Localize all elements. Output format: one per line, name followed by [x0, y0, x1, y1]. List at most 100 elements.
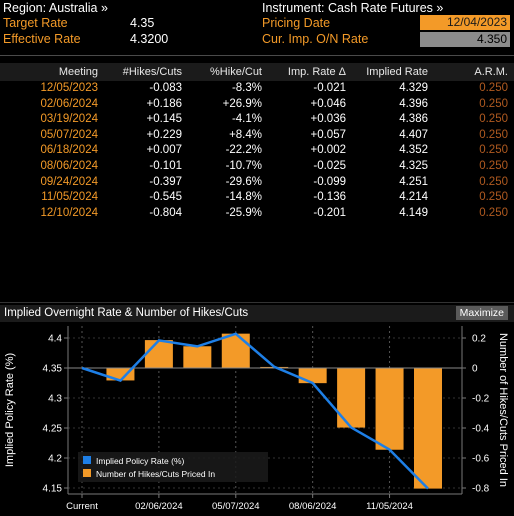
legend-box: [78, 452, 268, 482]
instrument-selector[interactable]: Instrument: Cash Rate Futures »: [262, 1, 444, 15]
meeting-date-cell[interactable]: 06/18/2024: [40, 144, 98, 157]
table-cell: +0.145: [146, 113, 183, 126]
region-selector[interactable]: Region: Australia »: [3, 1, 108, 15]
cur-imp-rate-value[interactable]: 4.350: [420, 32, 510, 47]
table-cell: -0.201: [313, 206, 346, 219]
table-cell: 4.386: [399, 113, 428, 126]
col-arm[interactable]: A.R.M.: [474, 66, 508, 78]
bar: [337, 368, 366, 428]
left-tick-label: 4.4: [48, 334, 62, 345]
meeting-date-cell[interactable]: 12/05/2023: [40, 82, 98, 94]
table-cell: 4.251: [399, 175, 428, 188]
chart-title-bar: [0, 305, 514, 322]
x-tick-label: 08/06/2024: [289, 501, 337, 512]
chart-area: 4.4 4.35 4.3 4.25 4.2 4.15 Implied Policy Rate…: [4, 326, 509, 512]
table-header-bar: [0, 63, 514, 81]
left-tick-label: 4.3: [48, 394, 62, 405]
legend-swatch-bar: [83, 469, 91, 477]
table-cell: +8.4%: [229, 128, 262, 141]
bar: [221, 333, 250, 368]
table-cell: 4.407: [399, 128, 428, 141]
pricing-date-input[interactable]: 12/04/2023: [420, 15, 510, 30]
table-cell: -14.8%: [225, 191, 262, 204]
meeting-date-cell[interactable]: 03/19/2024: [40, 113, 98, 126]
table-cell: 0.250: [479, 191, 508, 204]
bar: [298, 368, 327, 384]
col-implied-rate[interactable]: Implied Rate: [366, 66, 428, 78]
legend-label-bar: Number of Hikes/Cuts Priced In: [96, 469, 215, 479]
target-rate-value: 4.35: [130, 16, 155, 30]
table-cell: -0.021: [313, 82, 346, 94]
effective-rate-value: 4.3200: [130, 32, 169, 46]
table-cell: -0.545: [149, 191, 182, 204]
table-cell: +0.036: [310, 113, 347, 126]
x-tick-label: 02/06/2024: [135, 501, 183, 512]
target-rate-label: Target Rate: [3, 16, 68, 30]
right-tick-label: -0.8: [472, 484, 490, 495]
table-cell: +0.046: [310, 97, 347, 110]
table-cell: +0.002: [310, 144, 347, 157]
left-tick-label: 4.35: [43, 364, 63, 375]
table-cell: -8.3%: [231, 82, 262, 94]
table-cell: -22.2%: [225, 144, 262, 157]
left-tick-label: 4.2: [48, 454, 62, 465]
bar: [183, 346, 212, 368]
table-cell: -0.025: [313, 160, 346, 172]
table-cell: +0.186: [146, 97, 183, 110]
left-tick-label: 4.25: [43, 424, 63, 435]
right-tick-label: -0.6: [472, 454, 490, 465]
table-cell: 4.149: [399, 206, 428, 219]
table-cell: -0.101: [149, 160, 182, 172]
table-cell: 0.250: [479, 113, 508, 126]
table-cell: 0.250: [479, 206, 508, 219]
meeting-date-cell[interactable]: 12/10/2024: [40, 206, 98, 219]
table-cell: +0.007: [146, 144, 183, 157]
col-imp-rate-delta[interactable]: Imp. Rate Δ: [287, 66, 346, 78]
table-cell: -4.1%: [231, 113, 262, 126]
x-tick-label: 11/05/2024: [366, 501, 413, 512]
cur-imp-rate-label: Cur. Imp. O/N Rate: [262, 32, 369, 46]
table-cell: -25.9%: [225, 206, 262, 219]
table-cell: 4.396: [399, 97, 428, 110]
x-tick-label: Current: [66, 501, 98, 512]
chart-legend: Implied Policy Rate (%) Number of Hikes/C…: [78, 452, 268, 482]
maximize-button[interactable]: Maximize: [455, 306, 508, 320]
table-cell: -0.099: [313, 175, 346, 188]
table-cell: 4.352: [399, 144, 428, 157]
meeting-date-cell[interactable]: 02/06/2024: [40, 97, 98, 110]
chart-title: Implied Overnight Rate & Number of Hikes…: [4, 307, 249, 319]
table-cell: 0.250: [479, 82, 508, 94]
col-pct-hike-cut[interactable]: %Hike/Cut: [210, 66, 262, 78]
table-cell: -10.7%: [225, 160, 262, 172]
header-divider: [0, 55, 514, 56]
table-cell: 0.250: [479, 128, 508, 141]
right-axis: 0.2 0 -0.2 -0.4 -0.6 -0.8 Number of Hikes/Cuts…: [461, 326, 509, 495]
x-axis: Current 02/06/2024 05/07/2024 08/06/2024 11/…: [66, 493, 462, 512]
table-cell: 4.214: [399, 191, 428, 204]
meeting-date-cell[interactable]: 05/07/2024: [40, 128, 98, 141]
legend-swatch-line: [83, 456, 91, 464]
col-hikes-cuts[interactable]: #Hikes/Cuts: [122, 66, 182, 78]
meeting-date-cell[interactable]: 08/06/2024: [40, 160, 98, 172]
right-tick-label: -0.4: [472, 424, 490, 435]
table-cell: +26.9%: [222, 97, 262, 110]
table-cell: -0.804: [149, 206, 182, 219]
table-cell: -0.083: [149, 82, 182, 94]
bar-series: [106, 333, 442, 489]
table-cell: -29.6%: [225, 175, 262, 188]
line-series: [81, 332, 429, 490]
left-tick-label: 4.15: [43, 484, 63, 495]
meeting-date-cell[interactable]: 11/05/2024: [41, 191, 98, 204]
left-axis: 4.4 4.35 4.3 4.25 4.2 4.15 Implied Policy Rate…: [4, 326, 69, 495]
col-meeting[interactable]: Meeting: [58, 66, 98, 78]
right-axis-title: Number of Hikes/Cuts Priced In: [497, 333, 509, 487]
table-cell: +0.057: [310, 128, 347, 141]
table-divider: [0, 302, 514, 303]
right-tick-label: 0.2: [472, 334, 486, 345]
meeting-date-cell[interactable]: 09/24/2024: [40, 175, 98, 188]
table-cell: 0.250: [479, 144, 508, 157]
x-tick-label: 05/07/2024: [212, 501, 260, 512]
table-cell: 4.325: [399, 160, 428, 172]
effective-rate-label: Effective Rate: [3, 32, 81, 46]
table-cell: -0.136: [313, 191, 346, 204]
